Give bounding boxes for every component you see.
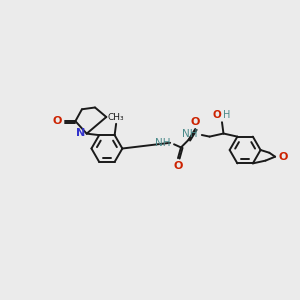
Text: H: H <box>224 110 231 120</box>
Text: NH: NH <box>155 138 170 148</box>
Text: O: O <box>52 116 62 126</box>
Text: O: O <box>190 117 200 127</box>
Text: CH₃: CH₃ <box>108 113 124 122</box>
Text: O: O <box>279 152 288 162</box>
Text: O: O <box>173 160 183 170</box>
Text: NH: NH <box>182 128 198 139</box>
Text: O: O <box>212 110 221 120</box>
Text: N: N <box>76 128 85 138</box>
